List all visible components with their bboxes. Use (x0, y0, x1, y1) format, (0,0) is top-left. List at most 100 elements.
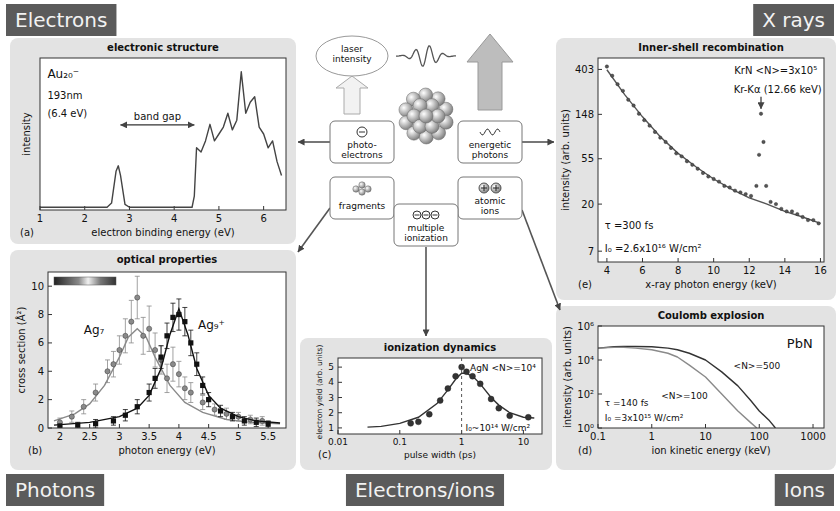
plot-frame (598, 326, 824, 428)
charge-icon (422, 211, 430, 219)
x-axis-title: ion kinetic energy (keV) (651, 445, 770, 456)
y-tick-label: 6 (38, 337, 44, 348)
data-layer (40, 72, 282, 207)
x-tick-label: 4 (171, 213, 177, 224)
data-point (194, 362, 199, 367)
error-bar-cap (81, 399, 86, 400)
data-point (212, 407, 217, 412)
x-tick-label: 3 (126, 213, 132, 224)
plot-frame (40, 58, 286, 210)
data-point (408, 420, 414, 426)
error-bar-cap (123, 420, 128, 421)
panel: ionization dynamics0.010.111012345pulse … (300, 338, 552, 470)
error-bar-cap (159, 345, 164, 346)
x-tick (705, 424, 706, 428)
error-bar-cap (165, 364, 170, 365)
x-tick (606, 258, 607, 262)
node-label-line: laser (341, 44, 363, 54)
error-bar-cap (224, 419, 229, 420)
diagram-node: multipleionization (394, 204, 458, 246)
y-tick (48, 314, 52, 315)
data-point (749, 194, 752, 197)
data-point (664, 140, 667, 143)
panel-title: ionization dynamics (384, 342, 496, 353)
x-tick (178, 424, 179, 428)
panel-title: Coulomb explosion (658, 310, 765, 321)
annotation: (6.4 eV) (47, 108, 87, 119)
x-tick-label: 0.1 (393, 437, 407, 447)
x-tick-label: 10 (707, 265, 720, 276)
y-tick-label: 1 (328, 423, 334, 433)
error-bar-cap (182, 399, 187, 400)
error-bar (230, 412, 235, 421)
photon-icon (480, 129, 500, 135)
x-tick-label: 14 (778, 265, 791, 276)
corner-label: X rays (753, 4, 834, 36)
x-tick (89, 424, 90, 428)
data-point (158, 354, 163, 359)
data-point (733, 189, 736, 192)
x-tick (208, 424, 209, 428)
y-tick-label: 2 (38, 394, 44, 405)
data-line (598, 347, 775, 428)
data-point (153, 347, 158, 352)
diagram-node: fragments (330, 177, 394, 219)
x-tick-label: 6 (639, 265, 645, 276)
node-label: energeticphotons (469, 140, 512, 160)
spectrum-inset (54, 277, 116, 285)
fragment-icon (365, 186, 371, 192)
data-point (123, 333, 128, 338)
series-label: Ag₇ (84, 323, 105, 337)
y-tick (48, 399, 52, 400)
error-bar-cap (123, 318, 128, 319)
x-tick-label: 1 (649, 431, 655, 442)
ion-icon (491, 183, 501, 193)
data-line (40, 72, 282, 207)
node-label: laserintensity (332, 44, 372, 64)
data-line (598, 347, 757, 428)
ion-icon-sign (484, 185, 485, 191)
data-point (769, 200, 772, 203)
y-tick (338, 397, 342, 398)
fragment-icon (359, 189, 365, 195)
error-bar-cap (105, 359, 110, 360)
data-point (266, 421, 271, 426)
data-point (111, 362, 116, 367)
node-label-line: fragments (339, 201, 386, 211)
error-bar-cap (200, 376, 205, 377)
error-bar-cap (170, 331, 175, 332)
x-tick (218, 206, 219, 210)
connector-arrow (522, 141, 554, 143)
error-bar-cap (242, 425, 247, 426)
y-tick-label: 5 (328, 362, 334, 372)
y-tick-label: 8 (38, 309, 44, 320)
error-bar-cap (170, 347, 175, 348)
data-point (445, 385, 451, 391)
x-axis-title: electron binding energy (eV) (91, 227, 234, 238)
error-bar-cap (153, 368, 158, 369)
error-bar (123, 319, 128, 353)
data-point (611, 74, 614, 77)
x-tick (749, 258, 750, 262)
x-tick-label: 1 (37, 213, 43, 224)
diagram: laserintensityphoto-electronsenergeticph… (298, 34, 560, 336)
x-tick (263, 206, 264, 210)
x-axis-title: x-ray photon energy (keV) (645, 279, 777, 290)
data-point (669, 146, 672, 149)
laser-pulse (396, 46, 456, 67)
data-point (757, 153, 760, 156)
error-bar (117, 336, 122, 364)
node-label-line: photo- (347, 140, 376, 150)
panel: Inner-shell recombination468101214167205… (556, 38, 836, 300)
node-box (458, 177, 522, 219)
error-bar-cap (248, 415, 253, 416)
data-point (170, 362, 175, 367)
data-point (507, 413, 513, 419)
error-bar-cap (159, 368, 164, 369)
connector-arrow (298, 141, 330, 143)
corner-label: Electrons/ions (346, 474, 504, 506)
error-bar-cap (194, 375, 199, 376)
data-point (129, 319, 134, 324)
data-point (712, 177, 715, 180)
error-bar (182, 307, 187, 335)
